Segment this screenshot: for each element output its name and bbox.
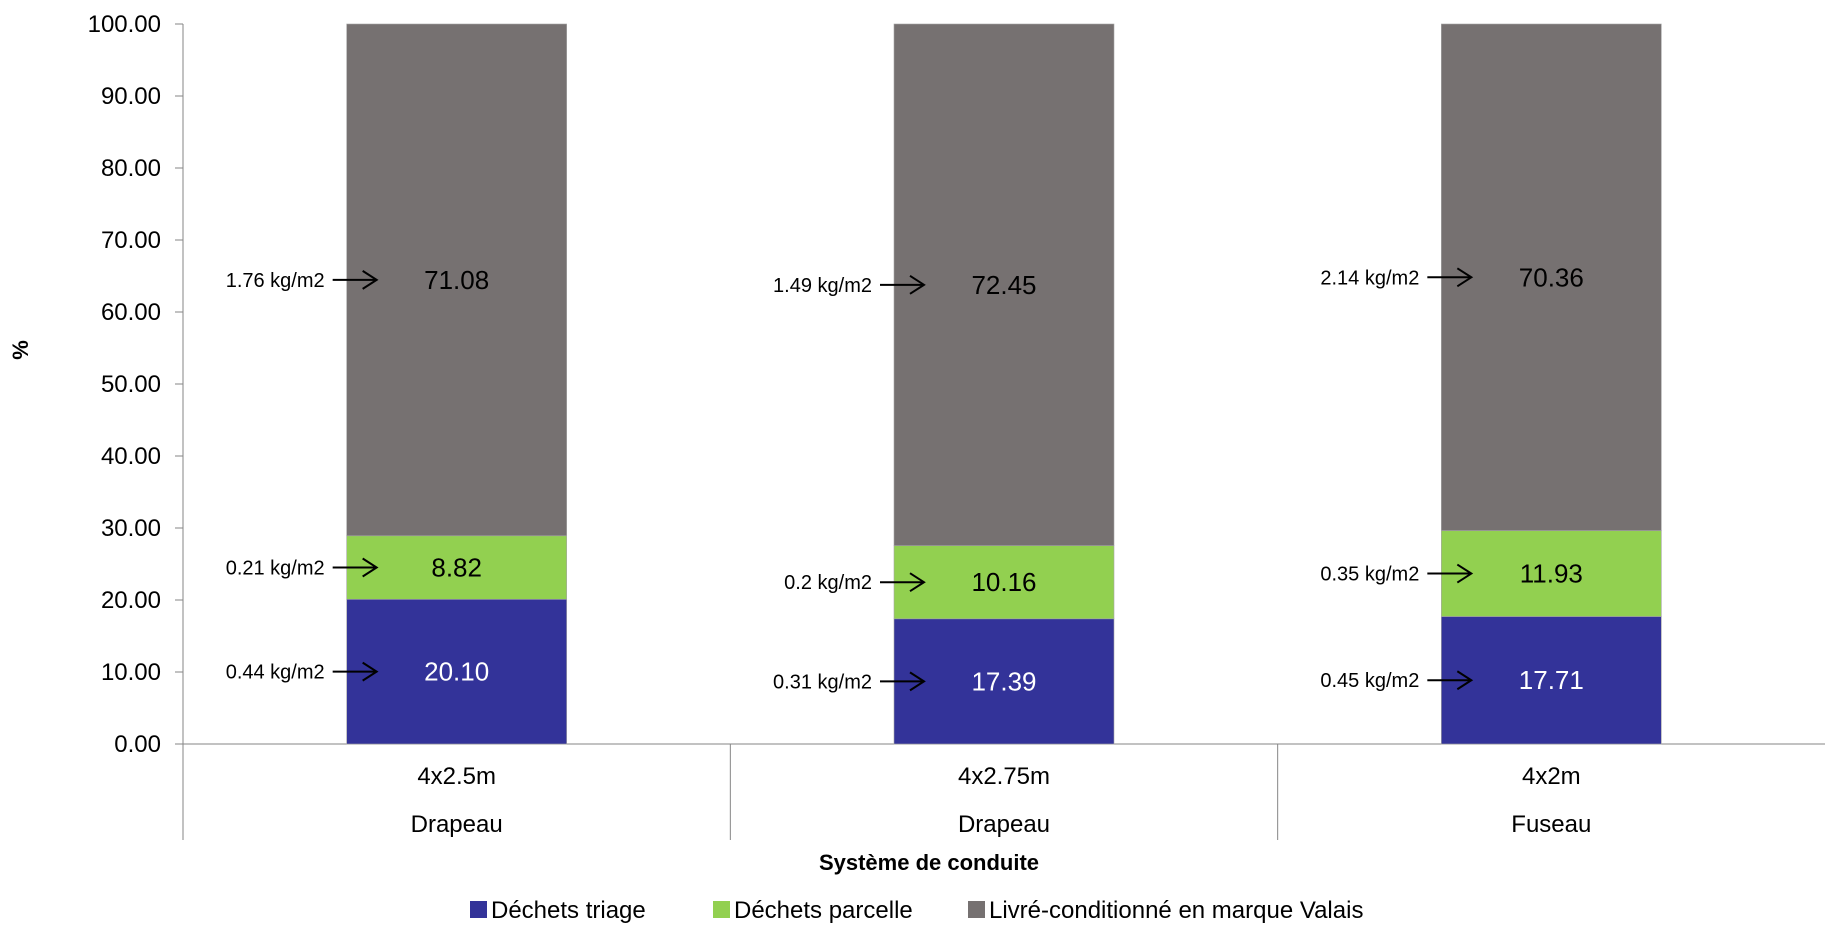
annotation-label: 0.35 kg/m2 — [1320, 564, 1419, 586]
bar-segment — [893, 545, 1115, 620]
y-tick-label: 60.00 — [101, 299, 161, 326]
annotation-label: 2.14 kg/m2 — [1320, 267, 1419, 289]
y-tick-label: 80.00 — [101, 155, 161, 182]
legend-label: Livré-conditionné en marque Valais — [989, 897, 1363, 924]
x-group-label: Drapeau — [411, 811, 503, 838]
data-label: 72.45 — [971, 270, 1036, 300]
annotation-label: 1.76 kg/m2 — [226, 270, 325, 292]
annotation-label: 0.21 kg/m2 — [226, 558, 325, 580]
data-label: 17.71 — [1519, 665, 1584, 695]
annotation-arrowhead — [1456, 563, 1474, 584]
annotation-arrowhead — [362, 270, 379, 290]
data-label: 20.10 — [424, 657, 489, 687]
legend-swatch — [713, 901, 730, 918]
annotation-arrowhead — [1456, 670, 1474, 691]
data-label: 70.36 — [1519, 262, 1584, 292]
bar-segment — [1441, 616, 1662, 745]
annotation-label: 0.44 kg/m2 — [226, 662, 325, 684]
annotation-label: 0.31 kg/m2 — [773, 671, 872, 693]
annotation-arrowhead — [362, 661, 379, 682]
y-tick-label: 90.00 — [101, 83, 161, 110]
legend-label: Déchets triage — [491, 897, 646, 924]
annotation-arrowhead — [909, 671, 926, 692]
data-label: 17.39 — [971, 666, 1036, 696]
y-tick-label: 0.00 — [114, 731, 161, 758]
data-label: 8.82 — [431, 553, 482, 583]
x-category-label: 4x2.5m — [417, 763, 496, 790]
annotation-arrowhead — [1456, 267, 1474, 288]
y-tick-label: 100.00 — [88, 11, 161, 38]
x-group-label: Drapeau — [958, 811, 1050, 838]
bar-segment — [1441, 530, 1662, 617]
annotation-arrowhead — [362, 557, 379, 578]
x-category-label: 4x2m — [1522, 763, 1581, 790]
annotation-label: 0.2 kg/m2 — [784, 572, 872, 594]
x-axis-title: Système de conduite — [819, 850, 1039, 875]
y-tick-label: 50.00 — [101, 371, 161, 398]
y-tick-label: 40.00 — [101, 443, 161, 470]
x-category-label: 4x2.75m — [958, 763, 1050, 790]
data-label: 71.08 — [424, 265, 489, 295]
y-tick-label: 30.00 — [101, 515, 161, 542]
y-axis-title: % — [8, 340, 33, 360]
annotation-label: 0.45 kg/m2 — [1320, 670, 1419, 692]
legend-swatch — [470, 901, 487, 918]
y-tick-label: 20.00 — [101, 587, 161, 614]
annotation-arrowhead — [909, 274, 926, 295]
data-label: 10.16 — [971, 567, 1036, 597]
bar-segment — [893, 23, 1115, 546]
data-label: 11.93 — [1520, 559, 1583, 589]
annotation-arrowhead — [909, 572, 926, 593]
y-tick-label: 70.00 — [101, 227, 161, 254]
bar-segment — [346, 23, 567, 537]
x-group-label: Fuseau — [1511, 811, 1591, 838]
y-tick-label: 10.00 — [101, 659, 161, 686]
bar-segment — [1441, 23, 1662, 531]
annotation-label: 1.49 kg/m2 — [773, 275, 872, 297]
legend-label: Déchets parcelle — [734, 897, 913, 924]
legend-swatch — [968, 901, 985, 918]
bar-segment — [346, 598, 567, 745]
